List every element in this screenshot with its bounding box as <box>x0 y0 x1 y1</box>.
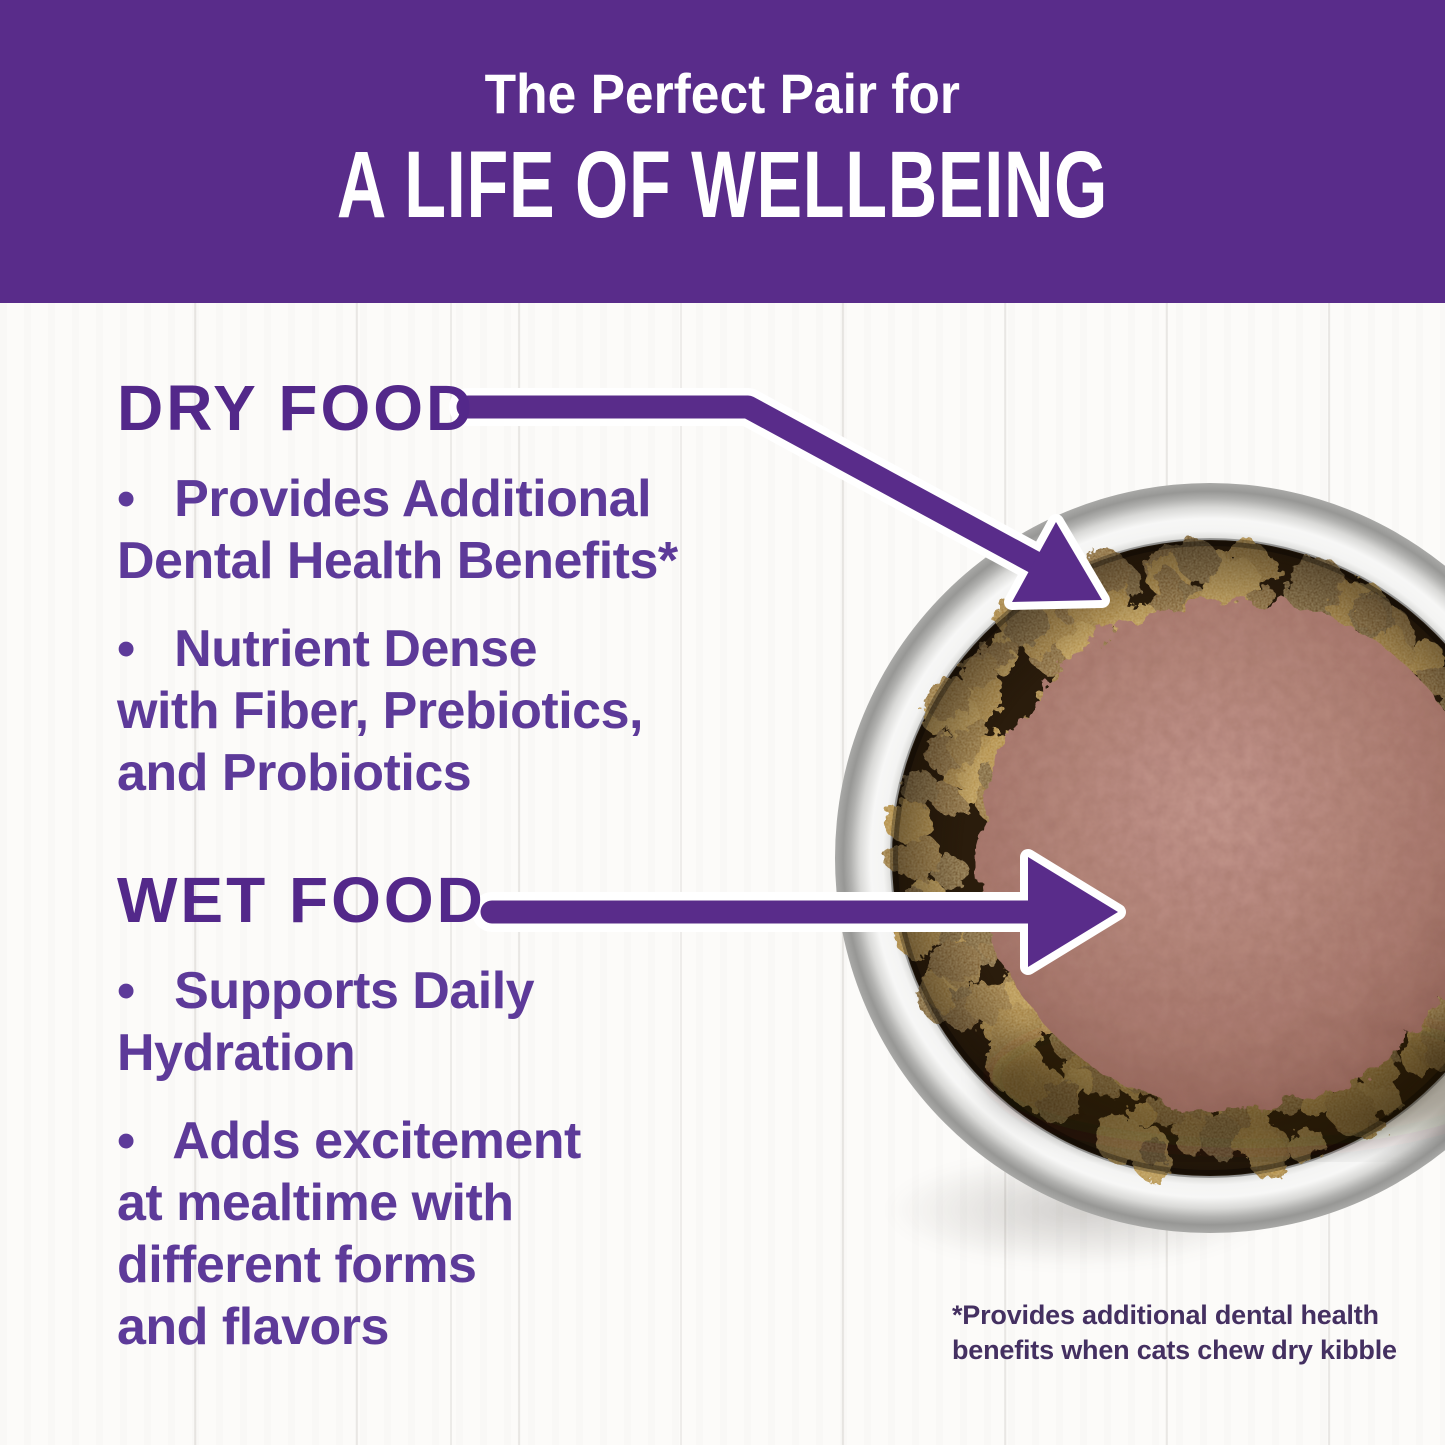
header-title: A LIFE OF WELLBEING <box>336 132 1109 238</box>
footnote: *Provides additional dental health benef… <box>952 1300 1397 1365</box>
wet-food-bullet-hydration: • Supports Daily Hydration <box>117 962 535 1082</box>
dry-food-bullet-nutrient: • Nutrient Dense with Fiber, Prebiotics,… <box>117 620 643 802</box>
bowl-shadow <box>810 1130 1350 1290</box>
header-band: The Perfect Pair for A LIFE OF WELLBEING <box>0 0 1445 303</box>
wet-food-section: WET FOOD • Supports Daily Hydration • Ad… <box>117 868 837 1384</box>
wet-food-bullet-excitement: • Adds excitement at mealtime with diffe… <box>117 1112 581 1356</box>
dry-food-heading: DRY FOOD <box>117 372 476 444</box>
wet-food-heading: WET FOOD <box>117 864 486 936</box>
dry-food-bullet-dental: • Provides Additional Dental Health Bene… <box>117 470 678 590</box>
header-subtitle: The Perfect Pair for <box>484 62 961 125</box>
dry-food-section: DRY FOOD • Provides Additional Dental He… <box>117 376 837 830</box>
